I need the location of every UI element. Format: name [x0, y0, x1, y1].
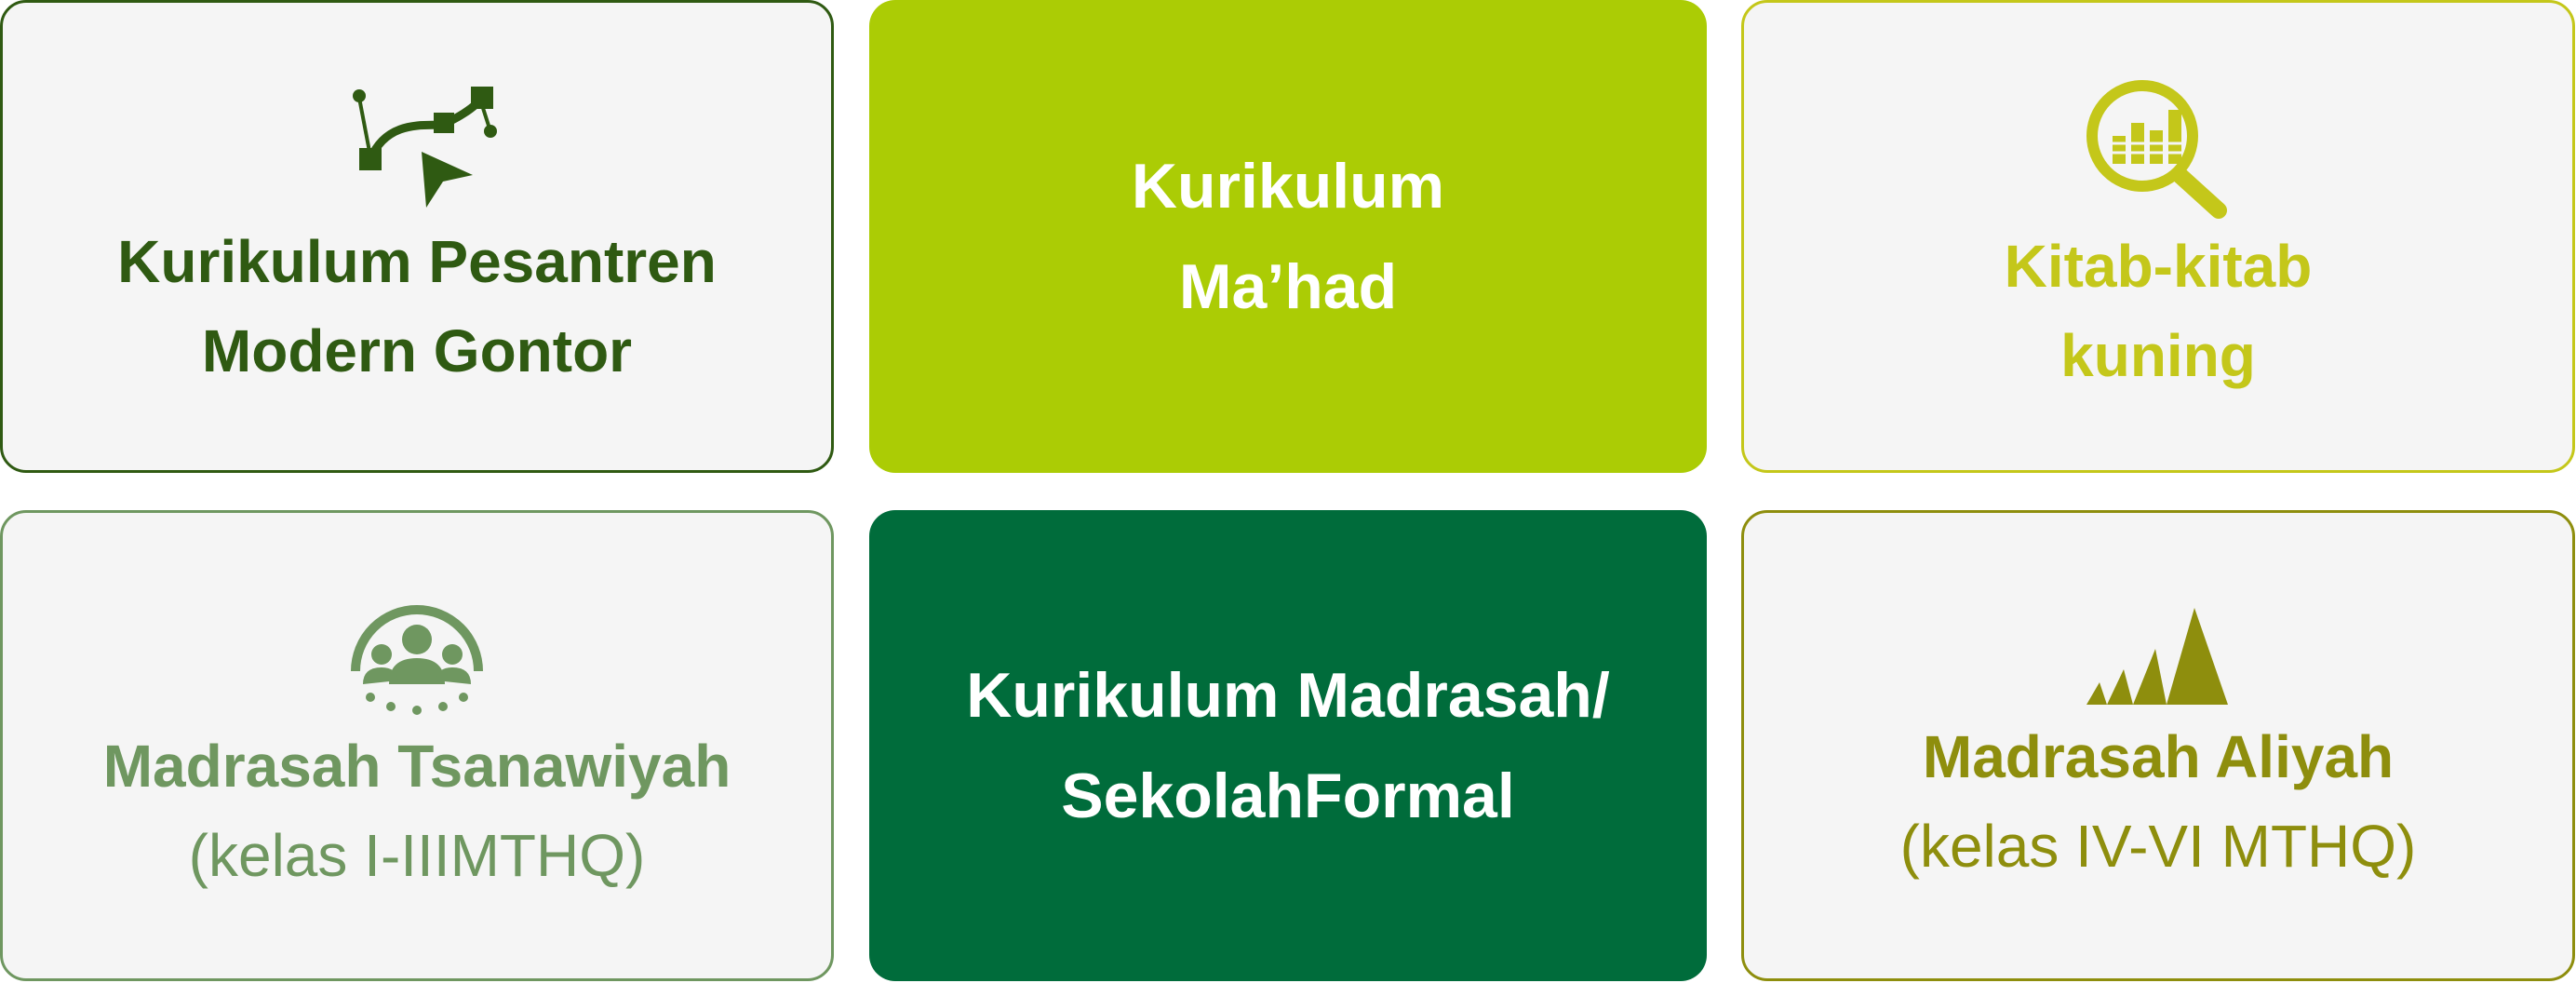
card-title: Kitab-kitab: [2004, 233, 2313, 300]
card-subtitle: SekolahFormal: [1061, 761, 1515, 831]
card-title: Kurikulum Madrasah/: [966, 660, 1610, 731]
magnify-chart-icon: [2086, 80, 2227, 219]
card-madrasah-aliyah[interactable]: Madrasah Aliyah (kelas IV-VI MTHQ): [1741, 510, 2575, 981]
card-title: Kurikulum Pesantren: [117, 228, 717, 295]
card-title: Kurikulum: [1131, 151, 1445, 222]
card-kurikulum-mahad[interactable]: Kurikulum Ma’had: [869, 0, 1707, 473]
card-kitab-kuning[interactable]: Kitab-kitab kuning: [1741, 0, 2575, 473]
card-madrasah-tsanawiyah[interactable]: Madrasah Tsanawiyah (kelas I-IIIMTHQ): [0, 510, 834, 981]
card-subtitle: Ma’had: [1178, 251, 1398, 322]
card-subtitle: kuning: [2060, 322, 2256, 389]
card-title: Madrasah Aliyah: [1922, 723, 2395, 790]
card-kurikulum-madrasah[interactable]: Kurikulum Madrasah/ SekolahFormal: [869, 510, 1707, 981]
group-users-icon: [351, 605, 483, 715]
card-subtitle: Modern Gontor: [201, 317, 633, 384]
rising-peaks-icon: [2086, 608, 2228, 705]
card-subtitle: (kelas IV-VI MTHQ): [1899, 813, 2417, 880]
card-subtitle: (kelas I-IIIMTHQ): [188, 822, 646, 889]
card-kurikulum-pesantren[interactable]: Kurikulum Pesantren Modern Gontor: [0, 0, 834, 473]
bezier-pen-icon: [353, 87, 497, 208]
card-title: Madrasah Tsanawiyah: [102, 733, 731, 800]
